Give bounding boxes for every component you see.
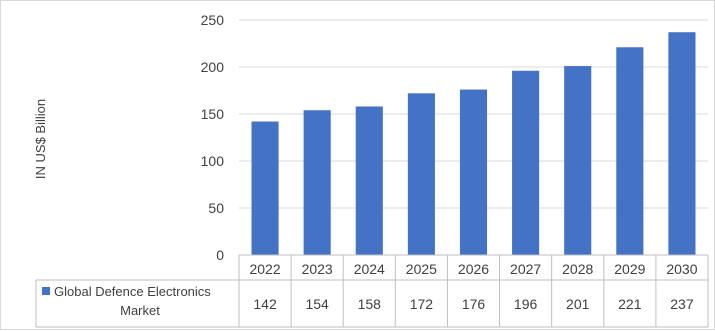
data-table: 2022 142 2023 154 2024 158 2025 172 2026 176 2027 1… [35, 254, 709, 328]
data-value-label: 142 [253, 296, 277, 312]
x-category-label: 2027 [510, 261, 541, 277]
bar-2029 [616, 47, 644, 256]
x-category-label: 2028 [562, 261, 593, 277]
bar-2030 [668, 32, 696, 255]
data-value-label: 176 [462, 296, 486, 312]
y-tick-label: 150 [201, 106, 225, 122]
bar-2025 [407, 93, 435, 255]
data-value-label: 237 [670, 296, 694, 312]
bar-2028 [564, 66, 592, 255]
bars [251, 32, 696, 256]
bar-2024 [355, 106, 383, 255]
bar-2022 [251, 121, 279, 256]
legend-label-line1: Global Defence Electronics [54, 284, 211, 299]
y-tick-label: 0 [216, 247, 224, 263]
bar-2027 [512, 70, 540, 255]
data-value-label: 201 [566, 296, 590, 312]
x-category-label: 2030 [666, 261, 697, 277]
y-tick-labels: 0 50 100 150 200 250 [201, 12, 225, 263]
y-tick-label: 100 [201, 153, 225, 169]
x-category-label: 2026 [458, 261, 489, 277]
data-value-label: 196 [514, 296, 538, 312]
data-value-label: 172 [410, 296, 434, 312]
y-tick-label: 50 [208, 200, 224, 216]
x-category-label: 2022 [249, 261, 280, 277]
y-tick-label: 200 [201, 59, 225, 75]
y-axis-label: IN US$ Billion [33, 99, 48, 179]
legend-swatch [42, 287, 50, 295]
x-category-label: 2024 [354, 261, 385, 277]
data-value-label: 221 [618, 296, 642, 312]
data-value-label: 154 [305, 296, 329, 312]
data-value-label: 158 [358, 296, 382, 312]
x-category-label: 2029 [614, 261, 645, 277]
bar-2026 [459, 89, 488, 255]
x-category-label: 2025 [406, 261, 437, 277]
y-tick-label: 250 [201, 12, 225, 28]
x-category-label: 2023 [302, 261, 333, 277]
bar-2023 [303, 110, 331, 256]
legend-label-line2: Market [120, 303, 160, 318]
